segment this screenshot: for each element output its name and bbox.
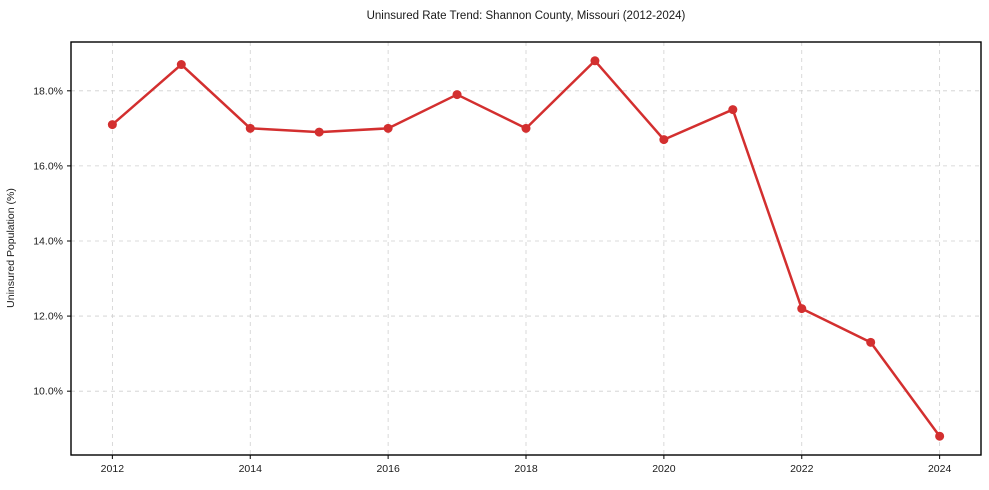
- y-tick-label: 12.0%: [33, 311, 63, 323]
- data-point-2014: [245, 123, 255, 133]
- data-point-2018: [521, 123, 531, 133]
- plot-area: 2012 2014 2016 2018 2020 2022 2024 10.0% 12.0% 14…: [33, 41, 982, 475]
- x-tick-label: 2014: [239, 463, 263, 475]
- data-point-2015: [314, 127, 324, 137]
- y-tick-label: 14.0%: [33, 235, 63, 247]
- y-axis-label: Uninsured Population (%): [5, 188, 17, 308]
- data-point-2013: [176, 60, 186, 70]
- data-point-2020: [659, 135, 669, 145]
- data-point-2024: [935, 431, 945, 441]
- data-point-2012: [107, 120, 117, 130]
- x-tick-label: 2018: [514, 463, 538, 475]
- data-point-2023: [866, 337, 876, 347]
- data-point-2021: [728, 105, 738, 115]
- x-tick-label: 2024: [928, 463, 952, 475]
- axis-frame: [70, 41, 982, 456]
- y-tick-label: 10.0%: [33, 386, 63, 398]
- data-point-2017: [452, 90, 462, 100]
- y-tick-label: 16.0%: [33, 160, 63, 172]
- data-point-2022: [797, 304, 807, 314]
- chart-title: Uninsured Rate Trend: Shannon County, Mi…: [367, 10, 686, 22]
- x-tick-label: 2012: [101, 463, 125, 475]
- x-tick-label: 2016: [376, 463, 400, 475]
- x-tick-label: 2020: [652, 463, 676, 475]
- data-point-2016: [383, 123, 393, 133]
- y-tick-label: 18.0%: [33, 85, 63, 97]
- data-point-2019: [590, 56, 600, 66]
- x-tick-label: 2022: [790, 463, 814, 475]
